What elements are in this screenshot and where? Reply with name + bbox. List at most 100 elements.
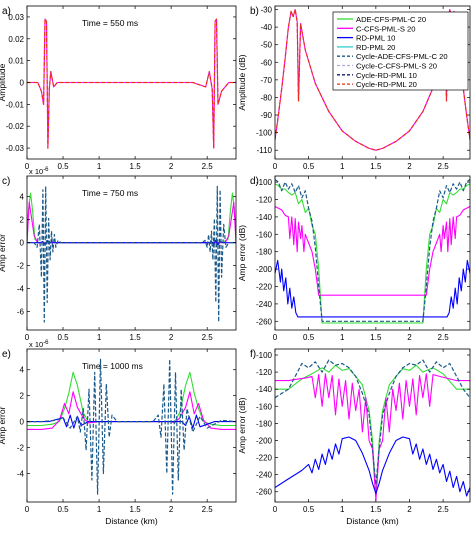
axes-frame [26,175,237,331]
x-tick-label: 1 [340,505,345,514]
x-tick-label: 1 [97,333,102,342]
y-tick-label: -80 [260,93,272,102]
y-tick-label: -140 [256,385,273,394]
y-tick-label: -220 [256,282,273,291]
x-tick-label: 1.5 [370,162,382,171]
x-tick-label: 2.5 [438,162,450,171]
plot-area [27,349,236,502]
y-tick-label: -100 [256,129,273,138]
y-tick-label: -4 [17,285,25,294]
x-tick-label: 2 [407,505,412,514]
y-tick-label: -2 [17,262,25,271]
x-tick-label: 2 [407,333,412,342]
legend-entry: C-CFS-PML-S 20 [356,24,416,33]
y-axis-label: Amplitude [0,63,7,101]
time-annotation: Time = 550 ms [82,18,138,28]
time-annotation: Time = 1000 ms [82,361,143,371]
y-tick-label: -160 [256,230,273,239]
y-tick-label: 4 [20,193,25,202]
x-tick-label: 0 [273,162,278,171]
y-tick-label: -90 [260,111,272,120]
panel-letter: e) [2,349,11,360]
y-tick-label: -240 [256,471,273,480]
panel-letter: c) [2,176,10,187]
y-tick-label: -200 [256,436,273,445]
legend-entry: Cycle-RD-PML 10 [356,71,417,80]
plot-area [275,349,470,502]
x-tick-label: 2.5 [438,333,450,342]
x-tick-label: 0.5 [303,333,315,342]
series-line-1 [275,183,470,324]
y-tick-label: -160 [256,402,273,411]
legend-entry: RD-PML 10 [356,34,395,43]
series-line-3 [27,239,236,246]
x-axis-label: Distance (km) [346,516,399,526]
y-tick-label: -60 [260,58,272,67]
y-tick-label: 0.03 [8,13,24,22]
y-tick-label: -30 [260,6,272,15]
y-tick-label: -0.03 [6,144,25,153]
axes-frame [26,348,237,503]
panel-e: 0 0.5 1 1.5 2 2.5 4 2 0 -2 -4 e) Amp error Distance (… [0,340,237,526]
y-tick-label: -0.02 [6,122,25,131]
series-line-3 [275,259,470,318]
y-tick-label: -220 [256,454,273,463]
x-tick-label: 1.5 [370,505,382,514]
series-group [275,179,470,324]
y-axis-label: Amplitude (dB) [237,54,247,110]
y-tick-label: -200 [256,265,273,274]
x-tick-label: 0 [25,162,30,171]
axes-frame [274,175,471,331]
series-line-3 [275,436,470,497]
axes-frame [274,5,471,160]
time-annotation: Time = 750 ms [82,188,138,198]
legend-entry: ADE-CFS-PML-C 20 [356,15,426,24]
y-tick-label: -70 [260,76,272,85]
series-line-4 [27,185,236,323]
y-tick-label: 0.01 [8,57,24,66]
panel-letter: b) [250,6,259,17]
x-tick-label: 1.5 [130,333,142,342]
y-tick-label: -100 [256,178,273,187]
series-line-2 [275,373,470,501]
y-axis-label: Amp error (dB) [237,225,247,281]
y-tick-label: -2 [17,444,25,453]
x-axis-label: Distance (km) [105,516,158,526]
y-tick-label: -0.01 [6,100,25,109]
x-tick-label: 1.5 [370,333,382,342]
x-tick-label: 1 [97,505,102,514]
legend-entry: RD-PML 20 [356,43,395,52]
y-tick-label: -4 [17,469,25,478]
x-tick-label: 1 [340,162,345,171]
x-tick-label: 2 [169,505,174,514]
series-line-4 [275,179,470,322]
y-tick-label: 0 [20,239,25,248]
x-tick-label: 2 [407,162,412,171]
panel-letter: f) [250,349,256,360]
y-tick-label: 2 [20,392,25,401]
panel-b: 0 0.5 1 1.5 2 2.5 -30 -40 -50 -60 -70 -80 -90 -100 -11… [237,5,471,171]
series-group [27,185,236,323]
y-tick-label: -180 [256,419,273,428]
y-tick-label: -50 [260,41,272,50]
x-tick-label: 0.5 [57,162,69,171]
y-tick-label: 0.02 [8,35,24,44]
y-tick-label: -180 [256,248,273,257]
series-line-2 [27,18,236,149]
y-axis-label: Amp error (dB) [237,397,247,453]
y-tick-label: -260 [256,488,273,497]
panel-f: 0 0.5 1 1.5 2 2.5 -100 -120 -140 -160 -180 -200 -220… [237,348,471,526]
panel-letter: d) [250,176,259,187]
y-axis-label: Amp error [0,234,7,272]
x-tick-label: 2 [169,162,174,171]
y-tick-label: 0 [20,418,25,427]
x-tick-label: 2 [169,333,174,342]
y-tick-label: -260 [256,317,273,326]
series-group [275,359,470,501]
y-tick-label: 4 [20,366,25,375]
x-tick-label: 0.5 [57,505,69,514]
x-tick-label: 0 [273,333,278,342]
legend-box [332,11,469,91]
panel-c: 0 0.5 1 1.5 2 2.5 4 2 0 -2 -4 -6 c) Amp error Time = 7… [0,167,237,342]
